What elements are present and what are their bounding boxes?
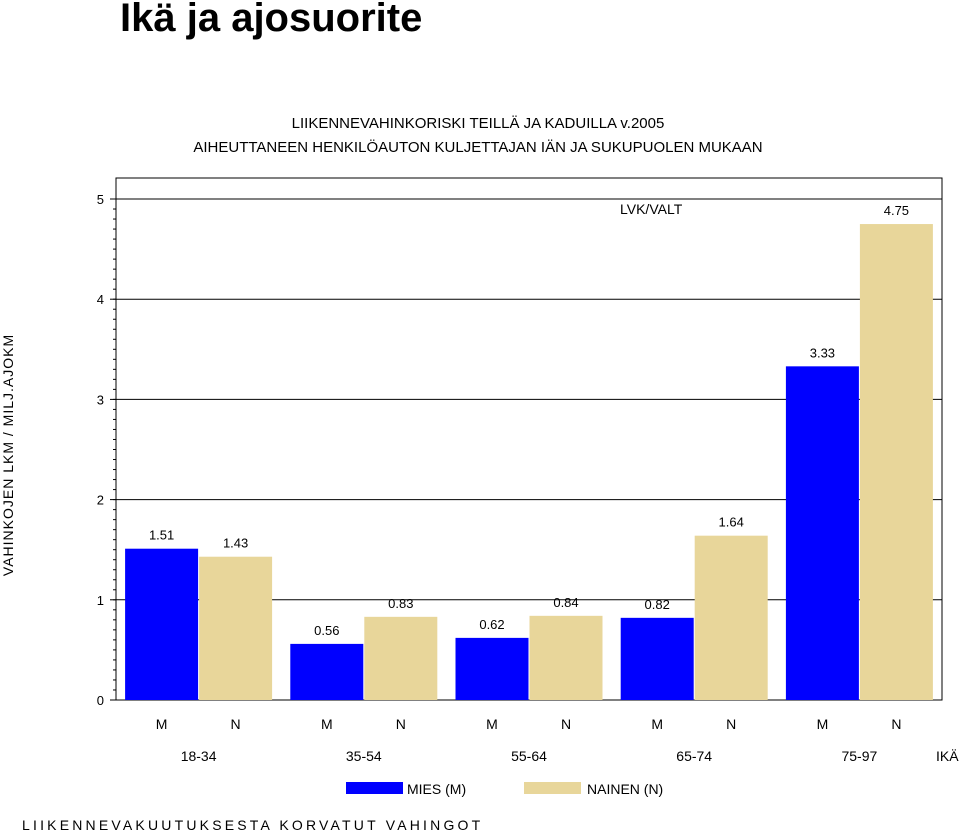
x-sub-label: M bbox=[817, 716, 829, 732]
data-label: 3.33 bbox=[810, 345, 835, 360]
bar-male bbox=[620, 617, 694, 700]
y-tick-label: 3 bbox=[97, 392, 104, 407]
x-sub-label: N bbox=[231, 716, 241, 732]
y-tick-label: 1 bbox=[97, 593, 104, 608]
x-category-label: 65-74 bbox=[676, 748, 712, 764]
legend-label-male: MIES (M) bbox=[407, 781, 466, 797]
bar-female bbox=[529, 615, 603, 700]
bar-male bbox=[785, 366, 859, 700]
chart-title: LIIKENNEVAHINKORISKI TEILLÄ JA KADUILLA … bbox=[292, 115, 665, 132]
data-label: 1.51 bbox=[149, 528, 174, 543]
x-sub-label: M bbox=[321, 716, 333, 732]
legend: MIES (M) NAINEN (N) bbox=[346, 781, 663, 797]
legend-swatch-female bbox=[524, 782, 581, 794]
y-tick-label: 0 bbox=[97, 693, 104, 708]
data-label: 4.75 bbox=[884, 203, 909, 218]
x-sub-label: N bbox=[561, 716, 571, 732]
bar-male bbox=[455, 637, 529, 700]
data-label: 0.82 bbox=[645, 597, 670, 612]
x-sub-label: N bbox=[891, 716, 901, 732]
x-sub-label: N bbox=[396, 716, 406, 732]
x-sub-label: N bbox=[726, 716, 736, 732]
y-tick-label: 5 bbox=[97, 192, 104, 207]
x-category-label: 35-54 bbox=[346, 748, 382, 764]
bar-male bbox=[290, 643, 364, 700]
data-label: 0.56 bbox=[314, 623, 339, 638]
bar-female bbox=[199, 556, 273, 700]
x-category-label: 75-97 bbox=[841, 748, 877, 764]
bar-female bbox=[694, 535, 768, 700]
y-axis-label: VAHINKOJEN LKM / MILJ.AJOKM bbox=[0, 334, 16, 576]
x-sub-label: M bbox=[156, 716, 168, 732]
x-axis-label: IKÄ bbox=[936, 748, 959, 764]
x-category-label: 18-34 bbox=[181, 748, 217, 764]
x-sub-label: M bbox=[651, 716, 663, 732]
data-label: 0.83 bbox=[388, 596, 413, 611]
data-label: 0.84 bbox=[553, 595, 578, 610]
bar-male bbox=[125, 548, 199, 700]
legend-label-female: NAINEN (N) bbox=[587, 781, 663, 797]
y-tick-label: 4 bbox=[97, 292, 104, 307]
legend-swatch-male bbox=[346, 782, 403, 794]
data-label: 1.43 bbox=[223, 536, 248, 551]
page-title: Ikä ja ajosuorite bbox=[120, 0, 423, 40]
source-note: LIIKENNEVAKUUTUKSESTA KORVATUT VAHINGOT bbox=[22, 817, 483, 832]
x-category-label: 55-64 bbox=[511, 748, 547, 764]
bar-female bbox=[859, 224, 933, 701]
x-sub-label: M bbox=[486, 716, 498, 732]
chart-annotation: LVK/VALT bbox=[620, 201, 683, 217]
bar-female bbox=[364, 616, 438, 700]
data-label: 1.64 bbox=[719, 515, 744, 530]
data-label: 0.62 bbox=[479, 617, 504, 632]
y-tick-label: 2 bbox=[97, 493, 104, 508]
chart-subtitle: AIHEUTTANEEN HENKILÖAUTON KULJETTAJAN IÄ… bbox=[193, 138, 762, 156]
